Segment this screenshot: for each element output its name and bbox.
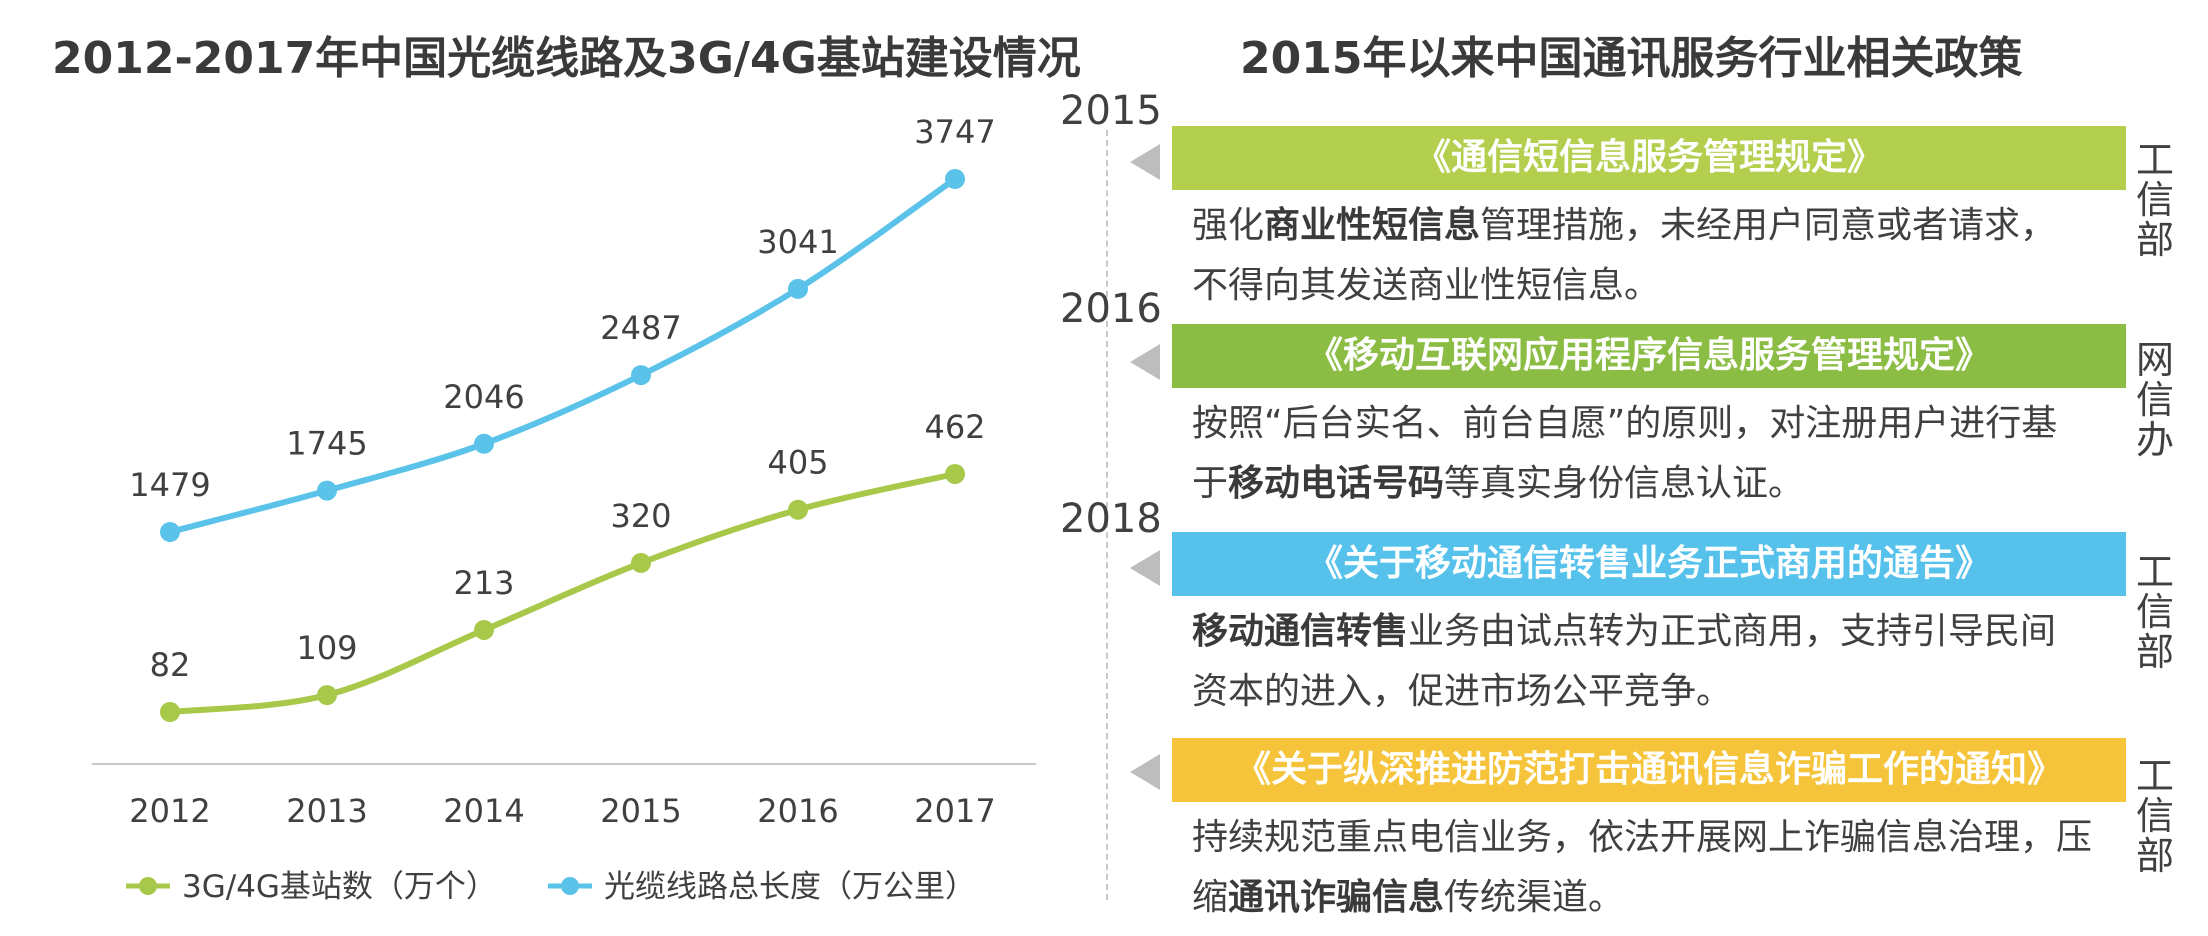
description-text: 管理措施，未经用户同意或者请求，不得向其发送商业性短信息。 xyxy=(1192,205,2057,306)
description-text: 持续规范重点电信业务，依法开展网上诈骗信息治理，压缩 xyxy=(1192,817,2093,918)
data-label: 405 xyxy=(767,444,828,482)
data-point xyxy=(788,278,808,299)
description-text: 强化 xyxy=(1192,205,1265,246)
description-text: 等真实身份信息认证。 xyxy=(1444,463,1805,504)
description-text: 传统渠道。 xyxy=(1444,877,1625,918)
policy-title-bar: 《关于移动通信转售业务正式商用的通告》 xyxy=(1172,532,2126,596)
year-label: 2015 xyxy=(1060,88,1162,134)
data-label: 1479 xyxy=(129,466,210,504)
data-label: 320 xyxy=(610,497,671,535)
data-point xyxy=(317,480,337,501)
year-label: 2018 xyxy=(1060,496,1162,542)
highlight-text: 移动电话号码 xyxy=(1228,463,1445,504)
policy-description: 移动通信转售业务由试点转为正式商用，支持引导民间资本的进入，促进市场公平竞争。 xyxy=(1192,602,2092,722)
timeline-pointer-icon xyxy=(1130,550,1160,586)
data-label: 462 xyxy=(924,408,985,446)
line-chart: 82 109 213 320 405 462 1479 1745 2046 2487 3041 374… xyxy=(92,113,1036,905)
year-label: 2016 xyxy=(1060,286,1162,332)
x-tick-label: 2017 xyxy=(914,792,995,830)
timeline-pointer-icon xyxy=(1130,144,1160,180)
series-line xyxy=(169,176,957,535)
series-line xyxy=(169,471,956,715)
chart-title: 2012-2017年中国光缆线路及3G/4G基站建设情况 xyxy=(52,33,1081,84)
policy-title-bar: 《通信短信息服务管理规定》 xyxy=(1172,126,2126,190)
data-point xyxy=(160,702,180,722)
data-point xyxy=(945,464,965,484)
x-tick-label: 2014 xyxy=(443,792,524,830)
data-label: 1745 xyxy=(286,425,367,463)
timeline-line xyxy=(1106,130,1108,900)
x-tick-label: 2012 xyxy=(129,792,210,830)
policy-department: 网信办 xyxy=(2132,340,2178,460)
timeline-pointer-icon xyxy=(1130,344,1160,380)
data-label: 2046 xyxy=(443,378,524,416)
policy-description: 持续规范重点电信业务，依法开展网上诈骗信息治理，压缩通讯诈骗信息传统渠道。 xyxy=(1192,808,2092,928)
department-char: 工 xyxy=(2135,550,2174,594)
policy-department: 工信部 xyxy=(2132,140,2178,260)
department-char: 信 xyxy=(2135,178,2174,222)
department-char: 信 xyxy=(2135,590,2174,634)
description-text: 业务由试点转为正式商用，支持引导民间资本的进入，促进市场公平竞争。 xyxy=(1192,611,2057,712)
data-label: 3747 xyxy=(914,113,995,151)
data-point xyxy=(631,365,651,386)
department-char: 部 xyxy=(2135,218,2174,262)
legend-marker xyxy=(561,877,579,895)
department-char: 信 xyxy=(2135,794,2174,838)
data-point xyxy=(317,685,337,706)
data-point xyxy=(160,522,180,542)
data-label: 82 xyxy=(150,646,191,684)
data-label: 213 xyxy=(453,564,514,602)
data-label: 109 xyxy=(296,629,357,667)
department-char: 网 xyxy=(2135,338,2174,382)
department-char: 部 xyxy=(2135,630,2174,674)
legend-label: 3G/4G基站数（万个） xyxy=(182,869,497,905)
department-char: 信 xyxy=(2135,378,2174,422)
data-point xyxy=(945,169,965,189)
policy-department: 工信部 xyxy=(2132,756,2178,876)
data-point xyxy=(788,499,808,520)
highlight-text: 商业性短信息 xyxy=(1264,205,1481,246)
data-label: 2487 xyxy=(600,309,681,347)
department-char: 办 xyxy=(2135,418,2174,462)
timeline-pointer-icon xyxy=(1130,754,1160,790)
description-text: 按照“后台实名、前台自愿”的原则，对注册用户进行基于 xyxy=(1192,403,2058,504)
x-tick-label: 2015 xyxy=(600,792,681,830)
policy-description: 按照“后台实名、前台自愿”的原则，对注册用户进行基于移动电话号码等真实身份信息认… xyxy=(1192,394,2092,514)
data-point xyxy=(631,552,651,573)
department-char: 部 xyxy=(2135,834,2174,878)
legend-marker xyxy=(139,877,157,895)
data-point xyxy=(474,433,494,454)
policy-title: 2015年以来中国通讯服务行业相关政策 xyxy=(1240,33,2023,84)
policy-title-bar: 《关于纵深推进防范打击通讯信息诈骗工作的通知》 xyxy=(1172,738,2126,802)
policy-title-bar: 《移动互联网应用程序信息服务管理规定》 xyxy=(1172,324,2126,388)
department-char: 工 xyxy=(2135,754,2174,798)
policy-department: 工信部 xyxy=(2132,552,2178,672)
data-label: 3041 xyxy=(757,223,838,261)
highlight-text: 通讯诈骗信息 xyxy=(1228,877,1445,918)
highlight-text: 移动通信转售 xyxy=(1192,611,1409,652)
x-tick-label: 2013 xyxy=(286,792,367,830)
data-point xyxy=(474,619,494,640)
x-tick-label: 2016 xyxy=(757,792,838,830)
policy-description: 强化商业性短信息管理措施，未经用户同意或者请求，不得向其发送商业性短信息。 xyxy=(1192,196,2092,316)
legend-label: 光缆线路总长度（万公里） xyxy=(604,869,976,905)
department-char: 工 xyxy=(2135,138,2174,182)
